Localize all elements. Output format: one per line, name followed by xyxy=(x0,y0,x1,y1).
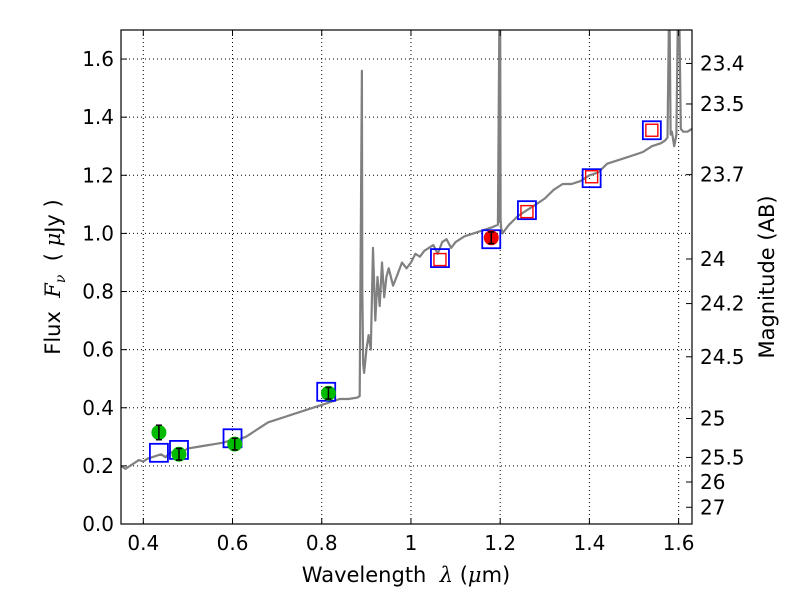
mag-tick-label: 26 xyxy=(700,470,725,494)
y-tick-label: 0.4 xyxy=(82,396,114,420)
mag-tick-label: 23.4 xyxy=(700,51,745,75)
y-tick-label: 1.0 xyxy=(82,221,114,245)
model-square xyxy=(517,200,537,221)
mag-tick-label: 24.2 xyxy=(700,292,745,316)
y-tick-label: 0.0 xyxy=(82,512,114,536)
y-tick-label: 0.6 xyxy=(82,338,114,362)
y-axis-label: Flux Fν ( μJy ) xyxy=(41,199,69,354)
mag-tick-label: 24.5 xyxy=(700,345,745,369)
mag-tick-label: 23.5 xyxy=(700,92,745,116)
model-square xyxy=(481,229,502,250)
axes-frame xyxy=(120,29,693,525)
mag-tick-label: 23.7 xyxy=(700,163,745,187)
x-tick-label: 1 xyxy=(405,531,418,555)
axes xyxy=(120,29,693,525)
x-axis-label: Wavelength λ (μm) xyxy=(302,563,510,587)
y-tick-label: 0.8 xyxy=(82,280,114,304)
x-tick-label: 1.6 xyxy=(663,531,695,555)
mag-tick-label: 25 xyxy=(700,406,725,430)
model-square xyxy=(430,248,450,269)
upper-limit-square xyxy=(520,204,534,219)
y-tick-label: 0.2 xyxy=(82,454,114,478)
y2-axis-label: Magnitude (AB) xyxy=(755,195,779,358)
y-tick-label: 1.4 xyxy=(82,105,114,129)
model-square xyxy=(149,442,169,463)
x-tick-label: 0.4 xyxy=(127,531,159,555)
x-tick-label: 1.2 xyxy=(484,531,516,555)
upper-limit-square xyxy=(433,252,447,267)
upper-limit-square xyxy=(584,170,599,184)
plot-area xyxy=(121,30,692,470)
x-tick-label: 0.8 xyxy=(306,531,338,555)
grid-lines xyxy=(121,30,692,525)
upper-limit-square xyxy=(645,123,659,137)
x-tick-label: 0.6 xyxy=(217,531,249,555)
ticks: 0.4 0.6 0.8 1 1.2 1.4 1.6 0.0 0.2 0.4 0.6 0.8 1.0 1.2… xyxy=(82,30,745,555)
y-tick-label: 1.6 xyxy=(82,47,114,71)
y-tick-label: 1.2 xyxy=(82,163,114,187)
spectrum-line xyxy=(121,30,692,470)
mag-tick-label: 27 xyxy=(700,495,725,519)
mag-tick-label: 24 xyxy=(700,247,725,271)
model-square xyxy=(581,168,602,189)
x-tick-label: 1.4 xyxy=(573,531,605,555)
mag-tick-label: 25.5 xyxy=(700,445,745,469)
model-square xyxy=(641,120,662,141)
